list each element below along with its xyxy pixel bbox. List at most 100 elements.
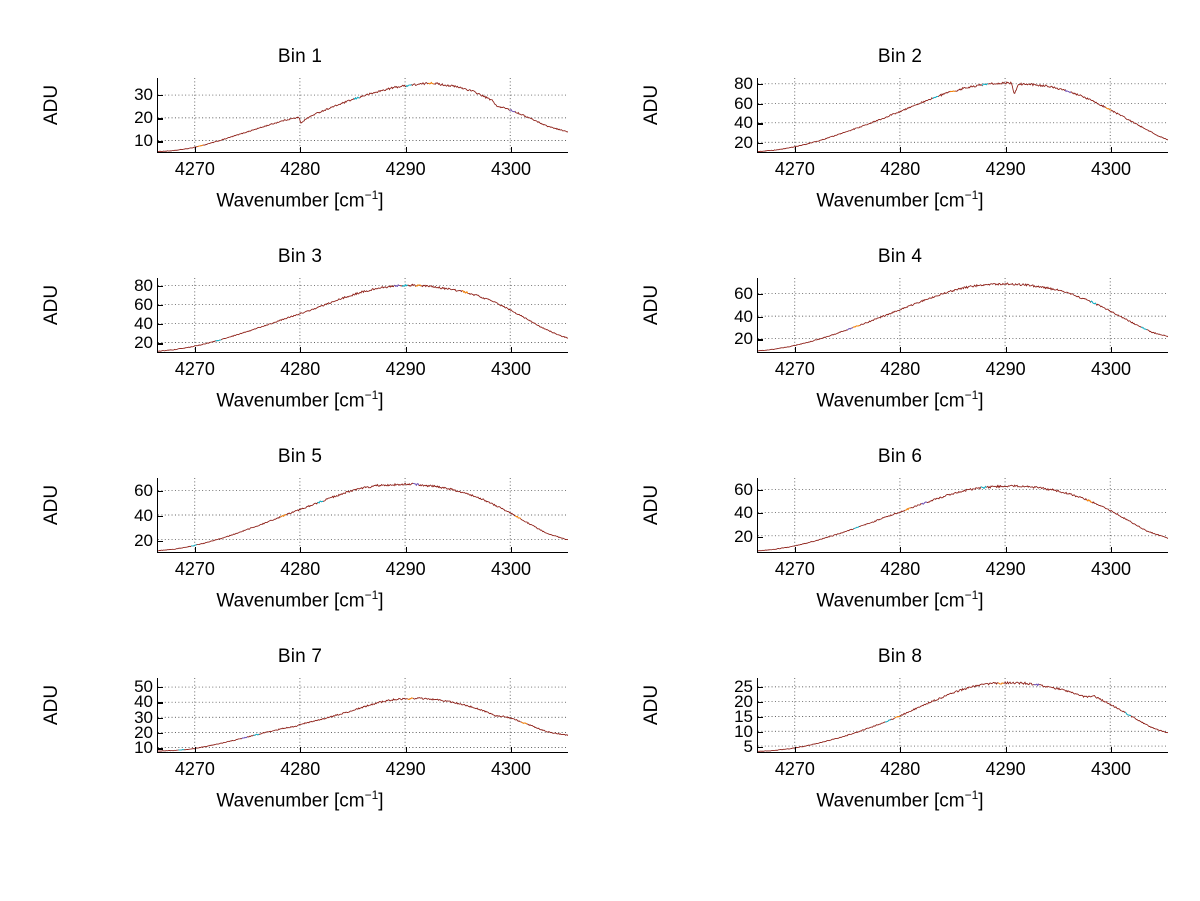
y-tick-mark	[158, 324, 163, 326]
x-tick-label: 4290	[385, 159, 426, 179]
x-tick-mark	[1111, 147, 1113, 152]
y-tick-mark	[158, 95, 163, 97]
x-tick-label: 4290	[985, 759, 1026, 779]
y-tick-label: 60	[734, 93, 753, 113]
y-tick-label: 20	[134, 108, 153, 128]
y-tick-label: 40	[134, 314, 153, 334]
y-tick-label: 50	[134, 677, 153, 697]
y-tick-label: 20	[734, 329, 753, 349]
y-tick-mark	[158, 748, 163, 750]
subplot-title: Bin 8	[877, 646, 923, 667]
x-tick-label: 4280	[280, 759, 321, 779]
subplot-title: Bin 7	[277, 646, 323, 667]
x-tick-label: 4300	[491, 759, 532, 779]
plot-axes: 10 20 30 40 50 4270 4280 4290 4300	[134, 678, 568, 779]
x-tick-mark	[194, 147, 197, 152]
y-tick-label: 15	[734, 707, 753, 727]
x-tick-label: 4290	[985, 359, 1026, 379]
x-tick-label: 4290	[385, 759, 426, 779]
y-tick-mark	[158, 490, 163, 492]
plot-axes: 10 20 30 4270 4280 4290 4300	[134, 78, 568, 179]
x-tick-label: 4270	[774, 359, 815, 379]
y-tick-label: 10	[734, 722, 753, 742]
x-tick-mark	[1111, 747, 1113, 752]
x-tick-label: 4300	[1091, 159, 1132, 179]
plot-axes: 20 40 60 80 4270 4280 4290 4300	[134, 277, 568, 379]
y-axis-label: ADU	[41, 484, 62, 526]
y-tick-label: 80	[134, 275, 153, 295]
x-axis-label: Wavenumber [cm−1]	[816, 388, 984, 412]
x-tick-label: 4280	[280, 359, 321, 379]
y-axis-label: ADU	[41, 84, 62, 126]
x-tick-mark	[900, 347, 902, 352]
y-tick-mark	[158, 702, 163, 704]
y-tick-mark	[158, 687, 163, 689]
x-tick-label: 4270	[174, 559, 215, 579]
x-tick-mark	[194, 747, 197, 752]
subplot-title: Bin 3	[277, 246, 323, 267]
y-axis-label: ADU	[641, 84, 662, 126]
y-tick-label: 60	[134, 480, 153, 500]
y-tick-mark	[758, 702, 763, 704]
y-tick-mark	[758, 513, 763, 515]
x-tick-label: 4280	[280, 159, 321, 179]
x-tick-label: 4280	[880, 359, 921, 379]
x-tick-label: 4300	[1091, 559, 1132, 579]
y-tick-label: 60	[134, 295, 153, 315]
subplot-title: Bin 6	[877, 446, 923, 467]
x-tick-label: 4300	[491, 559, 532, 579]
y-tick-label: 40	[134, 692, 153, 712]
y-tick-mark	[758, 293, 763, 296]
x-tick-mark	[1005, 547, 1007, 552]
x-tick-mark	[511, 747, 513, 752]
y-tick-mark	[758, 339, 763, 341]
x-tick-mark	[300, 147, 302, 152]
subplot-panel: Bin 1 ADU Wavenumber [cm−1] 10 20 30 4270 4280 4…	[0, 40, 600, 240]
y-tick-label: 40	[134, 505, 153, 525]
x-tick-mark	[900, 547, 902, 552]
x-tick-label: 4290	[385, 359, 426, 379]
x-tick-label: 4280	[880, 559, 921, 579]
x-tick-mark	[300, 347, 302, 352]
x-tick-mark	[511, 147, 513, 152]
x-axis-label: Wavenumber [cm−1]	[216, 388, 384, 412]
x-tick-label: 4300	[1091, 359, 1132, 379]
x-tick-label: 4290	[985, 159, 1026, 179]
x-tick-label: 4290	[985, 559, 1026, 579]
x-axis-label: Wavenumber [cm−1]	[216, 188, 384, 212]
y-axis-label: ADU	[41, 684, 62, 726]
x-tick-label: 4300	[491, 359, 532, 379]
y-tick-mark	[158, 285, 163, 287]
subplot-panel: Bin 7 ADU Wavenumber [cm−1] 10 20 30 40 50 4270 4…	[0, 640, 600, 840]
x-tick-label: 4300	[491, 159, 532, 179]
x-tick-mark	[194, 347, 197, 352]
subplot-title: Bin 5	[277, 446, 323, 467]
y-tick-mark	[758, 732, 763, 734]
x-tick-label: 4280	[880, 159, 921, 179]
y-tick-mark	[158, 141, 163, 143]
y-tick-mark	[758, 83, 763, 86]
y-tick-label: 10	[134, 131, 153, 151]
x-tick-mark	[1005, 747, 1007, 752]
y-axis-label: ADU	[641, 484, 662, 526]
y-tick-mark	[758, 103, 763, 105]
y-tick-label: 10	[134, 738, 153, 758]
subplot-panel: Bin 2 ADU Wavenumber [cm−1] 20 40 60 80 4270 428…	[600, 40, 1200, 240]
x-tick-label: 4270	[774, 159, 815, 179]
plot-axes: 5 10 15 20 25 4270 4280 4290 4300	[734, 678, 1168, 779]
x-tick-mark	[300, 747, 302, 752]
subplot-panel: Bin 8 ADU Wavenumber [cm−1] 5 10 15 20 25 4270 42…	[600, 640, 1200, 840]
y-tick-label: 20	[734, 526, 753, 546]
subplot-panel: Bin 4 ADU Wavenumber [cm−1] 20 40 60 4270 4280 4…	[600, 240, 1200, 440]
y-tick-mark	[158, 343, 163, 345]
y-tick-label: 20	[134, 333, 153, 353]
y-tick-mark	[758, 687, 763, 689]
plot-axes: 20 40 60 80 4270 4280 4290 4300	[734, 75, 1168, 179]
subplot-title: Bin 2	[877, 46, 923, 67]
y-tick-label: 20	[734, 692, 753, 712]
x-tick-label: 4280	[280, 559, 321, 579]
x-tick-mark	[511, 547, 513, 552]
subplot-panel: Bin 6 ADU Wavenumber [cm−1] 20 40 60 4270 4280 4…	[600, 440, 1200, 640]
y-tick-mark	[158, 515, 163, 517]
x-tick-mark	[794, 747, 797, 752]
